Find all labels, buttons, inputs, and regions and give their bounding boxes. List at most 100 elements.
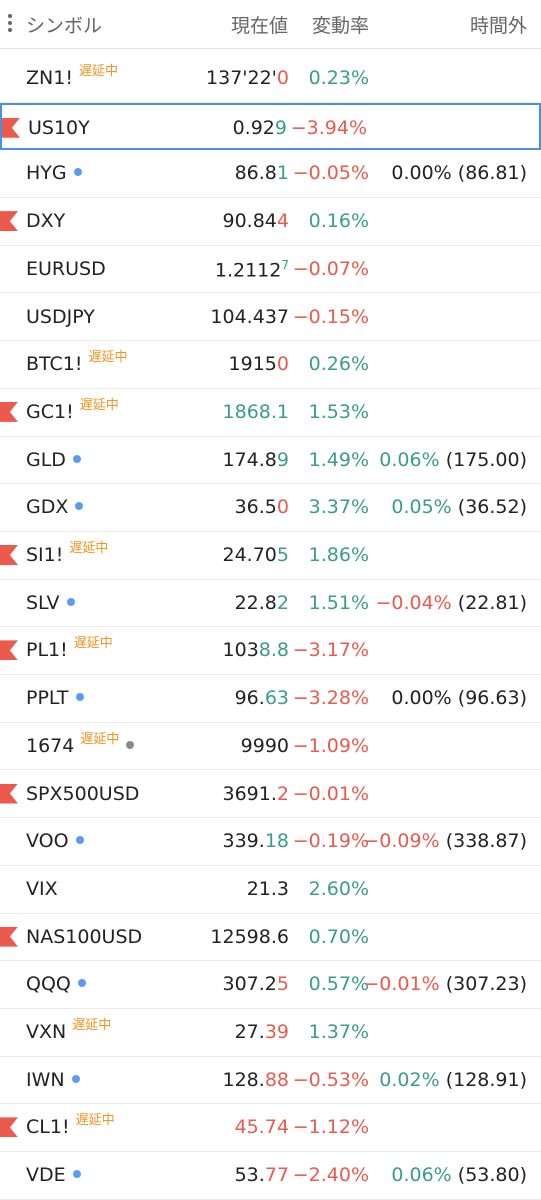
ext-price: (307.23) [445,973,527,996]
row[interactable]: NAS100USD 12598.6 0.70% [0,914,541,962]
ext-change: 0.00% [391,162,452,185]
row[interactable]: GC1! 遅延中 1868.1 1.53% [0,389,541,437]
row[interactable]: CL1! 遅延中 45.74 −1.12% [0,1104,541,1153]
row[interactable]: VDE 53.77 −2.40% 0.06% (53.80) [0,1152,541,1200]
row[interactable]: BTC1! 遅延中 19150 0.26% [0,341,541,389]
flag [0,545,18,565]
price-cell: 1038.8 [223,639,289,661]
price-tick: 5 [276,973,289,996]
delay-badge: 遅延中 [75,1113,115,1129]
ext-price: (338.87) [445,830,527,853]
price-tick: 63 [264,687,289,710]
change: 0.57% [308,973,369,996]
row[interactable]: PPLT 96.63 −3.28% 0.00% (96.63) [0,675,541,723]
price-cell: 307.25 [223,973,290,995]
menu-icon[interactable] [8,14,12,34]
price: 90.84 [222,210,277,233]
symbol-cell: NAS100USD [26,926,142,948]
change: −0.05% [292,162,369,185]
row[interactable]: HYG 86.81 −0.05% 0.00% (86.81) [0,150,541,199]
symbol: VXN [26,1021,67,1043]
header-price[interactable]: 現在値 [230,15,288,37]
change: −0.01% [292,782,369,805]
symbol-cell: PL1! 遅延中 [26,636,113,662]
ext-change: −0.04% [375,591,452,614]
ext-cell: 0.00% (86.81) [391,162,527,184]
price-cell: 174.89 [223,449,290,471]
symbol: GLD [26,448,66,471]
symbol: GC1! [26,400,74,423]
price-cell: 96.63 [235,687,289,709]
symbol: SI1! [26,544,64,566]
price: 3691. [222,782,277,805]
symbol-cell: USDJPY [26,306,95,328]
price-tick: 18 [264,830,289,853]
row[interactable]: 1674 遅延中 9990 −1.09% [0,723,541,771]
price: 96. [234,687,265,710]
price-tick: 9 [274,116,287,139]
ext-cell: −0.04% (22.81) [375,592,527,614]
price: 21.3 [246,877,289,900]
symbol: PL1! [26,639,68,662]
row[interactable]: VOO 339.18 −0.19% −0.09% (338.87) [0,818,541,866]
ext-change: 0.06% [391,1164,452,1187]
ext-price: (53.80) [457,1164,527,1187]
row[interactable]: DXY 90.844 0.16% [0,198,541,246]
ext-change: −0.09% [363,830,440,853]
price-tick: 1 [276,162,289,185]
flag [2,117,20,138]
row[interactable]: PL1! 遅延中 1038.8 −3.17% [0,627,541,676]
header-symbol[interactable]: シンボル [26,15,103,37]
ext-price: (175.00) [445,448,527,471]
row[interactable]: ZN1! 遅延中 137'22'0 0.23% [0,55,541,103]
flag [0,783,18,804]
price-cell: 45.74 [235,1116,289,1138]
flag [0,926,18,947]
change: −3.28% [292,687,369,710]
symbol-cell: GC1! 遅延中 [26,398,119,423]
change: 2.60% [308,877,369,900]
price-cell: 9990 [241,735,289,757]
row[interactable]: VXN 遅延中 27.39 1.37% [0,1009,541,1057]
price-tick: 45.74 [234,1116,289,1139]
price-cell: 21.3 [247,878,289,900]
row[interactable]: SLV 22.82 1.51% −0.04% (22.81) [0,580,541,628]
price-cell: 24.705 [223,544,290,566]
row[interactable]: US10Y 0.929 −3.94% [0,102,541,151]
status-dot [75,502,84,511]
change: −0.15% [292,305,369,328]
price: 53. [234,1164,265,1187]
row[interactable]: IWN 128.88 −0.53% 0.02% (128.91) [0,1057,541,1105]
symbol: HYG [26,162,67,185]
row[interactable]: EURUSD 1.21127 −0.07% [0,246,541,294]
row[interactable]: VIX 21.3 2.60% [0,866,541,914]
row[interactable]: USDJPY 104.437 −0.15% [0,294,541,342]
symbol: QQQ [26,973,71,996]
delay-badge: 遅延中 [72,1018,112,1033]
price-cell: 90.844 [223,210,290,232]
ext-cell: 0.05% (36.52) [391,496,527,518]
row[interactable]: QQQ 307.25 0.57% −0.01% (307.23) [0,961,541,1009]
row[interactable]: GDX 36.50 3.37% 0.05% (36.52) [0,484,541,532]
symbol-cell: GLD [26,449,81,471]
price-tick: 5 [276,544,289,566]
price: 128. [222,1068,265,1091]
symbol-cell: HYG [26,162,82,184]
row[interactable]: SPX500USD 3691.2 −0.01% [0,771,541,819]
header-ext[interactable]: 時間外 [469,15,527,37]
price-tick: 0 [276,353,289,376]
ext-change: −0.01% [363,973,440,996]
price: 307.2 [222,973,277,996]
symbol-cell: VOO [26,830,84,852]
row[interactable]: SI1! 遅延中 24.705 1.86% [0,532,541,580]
row[interactable]: GLD 174.89 1.49% 0.06% (175.00) [0,437,541,485]
price-tick: 0 [276,67,289,89]
price: 1.2112 [214,259,282,282]
header-change[interactable]: 変動率 [311,15,369,37]
price-tick: 9 [276,448,289,471]
ext-price: (128.91) [445,1068,527,1091]
change: −0.07% [292,257,369,280]
symbol-cell: GDX [26,496,84,518]
symbol: SPX500USD [26,782,140,805]
